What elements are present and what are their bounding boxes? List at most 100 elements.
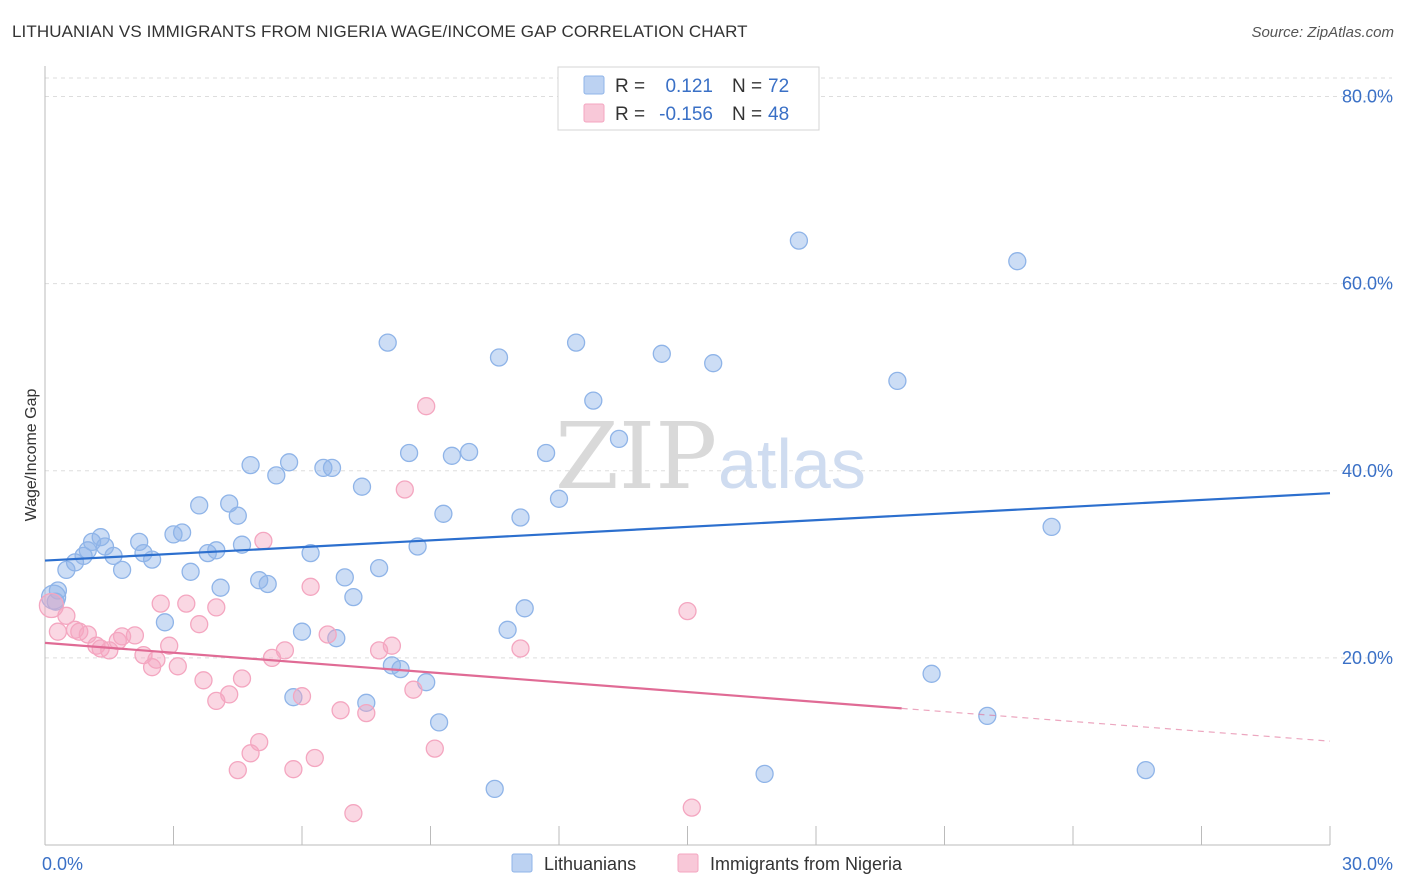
trend-line-nigeria-extension xyxy=(901,707,1331,742)
watermark-atlas: atlas xyxy=(718,425,866,503)
point-lithuanians xyxy=(704,354,723,373)
point-nigeria xyxy=(331,701,350,720)
point-lithuanians xyxy=(48,581,68,600)
point-lithuanians xyxy=(888,371,907,391)
y-tick-label: 40.0% xyxy=(1342,461,1393,481)
trend-line-lithuanians xyxy=(44,492,1331,562)
point-lithuanians xyxy=(442,446,462,465)
point-lithuanians xyxy=(652,344,671,363)
point-lithuanians xyxy=(258,574,277,594)
point-nigeria xyxy=(318,625,337,644)
point-lithuanians xyxy=(172,523,192,542)
point-nigeria xyxy=(425,739,444,758)
x-tick-labels: 0.0% 30.0% xyxy=(42,854,1393,874)
watermark: ZIP atlas xyxy=(555,403,866,510)
legend-n-label-1: N = xyxy=(732,76,762,97)
point-lithuanians xyxy=(155,613,175,632)
y-tick-labels: 20.0% 40.0% 60.0% 80.0% xyxy=(1342,87,1393,668)
legend-r-label-1: R = xyxy=(615,76,645,97)
point-lithuanians xyxy=(549,489,569,508)
series-legend-label-lithuanians: Lithuanians xyxy=(544,854,636,874)
point-lithuanians xyxy=(91,528,110,547)
point-lithuanians xyxy=(489,348,509,367)
point-nigeria xyxy=(220,685,239,704)
legend-r-value-1: 0.121 xyxy=(665,76,713,97)
point-lithuanians xyxy=(459,442,479,462)
point-lithuanians xyxy=(279,453,299,472)
legend-r-value-2: -0.156 xyxy=(659,104,713,125)
point-lithuanians xyxy=(485,779,504,799)
point-nigeria xyxy=(678,601,697,621)
y-axis-label: Wage/Income Gap xyxy=(23,389,40,522)
point-lithuanians xyxy=(112,560,132,580)
point-nigeria xyxy=(168,657,187,676)
point-nigeria xyxy=(57,606,76,625)
point-nigeria xyxy=(38,592,65,619)
series-legend-swatch-lithuanians xyxy=(511,853,533,873)
point-nigeria xyxy=(207,598,226,617)
point-nigeria xyxy=(177,594,196,613)
point-lithuanians xyxy=(399,443,419,463)
point-lithuanians xyxy=(511,508,530,527)
point-lithuanians xyxy=(1136,760,1155,780)
point-lithuanians xyxy=(181,562,200,581)
point-lithuanians xyxy=(228,506,247,525)
y-tick-label: 60.0% xyxy=(1342,274,1393,294)
point-nigeria xyxy=(682,798,701,817)
point-nigeria xyxy=(48,622,68,641)
series-legend: Lithuanians Immigrants from Nigeria xyxy=(511,853,903,874)
point-lithuanians xyxy=(352,477,372,496)
legend-n-value-2: 48 xyxy=(768,104,789,125)
point-lithuanians xyxy=(1042,517,1061,537)
point-lithuanians xyxy=(498,620,517,639)
point-nigeria xyxy=(250,732,269,752)
point-lithuanians xyxy=(922,664,941,683)
point-lithuanians xyxy=(369,558,389,578)
x-tick-label-max: 30.0% xyxy=(1342,854,1393,874)
point-lithuanians xyxy=(434,504,453,523)
point-nigeria xyxy=(404,680,423,699)
series-legend-label-nigeria: Immigrants from Nigeria xyxy=(710,854,903,874)
point-lithuanians xyxy=(429,713,449,732)
chart-source: Source: ZipAtlas.com xyxy=(1251,24,1394,41)
point-lithuanians xyxy=(1008,252,1027,271)
point-nigeria xyxy=(228,760,247,780)
point-lithuanians xyxy=(515,599,534,618)
point-nigeria xyxy=(232,669,252,688)
point-lithuanians xyxy=(78,541,97,560)
y-tick-label: 80.0% xyxy=(1342,87,1393,107)
point-nigeria xyxy=(357,703,376,723)
legend-r-label-2: R = xyxy=(615,104,645,125)
point-nigeria xyxy=(395,480,414,499)
point-nigeria xyxy=(190,615,209,634)
point-lithuanians xyxy=(536,443,556,463)
point-nigeria xyxy=(147,650,166,669)
y-tick-label: 20.0% xyxy=(1342,648,1393,668)
point-lithuanians xyxy=(335,568,354,587)
axes xyxy=(44,66,1331,846)
point-nigeria xyxy=(305,748,324,768)
series-legend-swatch-nigeria xyxy=(677,853,699,873)
point-lithuanians xyxy=(755,764,774,784)
stats-legend: R = 0.121 N = 72 R = -0.156 N = 48 xyxy=(557,66,820,131)
point-lithuanians xyxy=(241,455,260,475)
point-nigeria xyxy=(292,687,312,706)
point-nigeria xyxy=(511,639,530,658)
point-lithuanians xyxy=(609,429,629,449)
point-lithuanians xyxy=(789,231,809,250)
legend-swatch-lithuanians xyxy=(583,75,605,95)
point-lithuanians xyxy=(292,622,312,641)
point-lithuanians xyxy=(566,333,586,352)
point-lithuanians xyxy=(130,532,149,552)
data-points xyxy=(38,231,1155,823)
point-nigeria xyxy=(284,760,303,779)
point-lithuanians xyxy=(322,458,342,478)
point-lithuanians xyxy=(211,578,230,597)
point-nigeria xyxy=(151,594,170,613)
point-lithuanians xyxy=(378,333,397,352)
point-nigeria xyxy=(301,577,320,596)
x-tick-label-min: 0.0% xyxy=(42,854,83,874)
point-nigeria xyxy=(160,636,179,655)
point-lithuanians xyxy=(357,693,376,712)
